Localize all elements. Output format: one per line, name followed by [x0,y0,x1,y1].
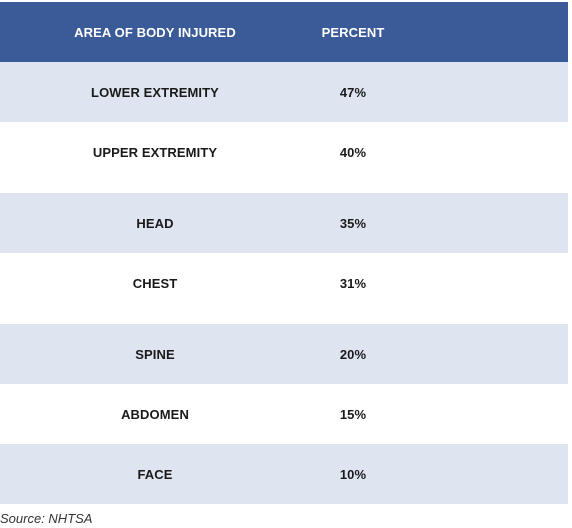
injury-table: AREA OF BODY INJURED PERCENT LOWER EXTRE… [0,2,568,504]
table-row: UPPER EXTREMITY 40% [0,122,568,193]
table-row: SPINE 20% [0,324,568,384]
table-row: FACE 10% [0,444,568,504]
source-note: Source: NHTSA [0,511,93,526]
table-header-row: AREA OF BODY INJURED PERCENT [0,2,568,62]
row-percent: 15% [339,406,367,422]
row-area: UPPER EXTREMITY [92,145,218,160]
table-row: LOWER EXTREMITY 47% [0,62,568,122]
row-area: ABDOMEN [121,406,189,422]
row-percent: 31% [339,276,367,291]
row-percent: 35% [339,215,367,231]
row-percent: 40% [339,145,367,160]
row-area: CHEST [132,276,178,291]
header-area: AREA OF BODY INJURED [74,24,236,40]
header-percent: PERCENT [321,24,385,40]
row-area: LOWER EXTREMITY [91,84,219,100]
row-area: SPINE [135,346,175,362]
row-area: HEAD [136,215,174,231]
table-row: ABDOMEN 15% [0,384,568,444]
row-percent: 47% [339,84,367,100]
table-row: HEAD 35% [0,193,568,253]
row-percent: 20% [339,346,367,362]
row-area: FACE [137,466,173,482]
table-row: CHEST 31% [0,253,568,324]
row-percent: 10% [339,466,367,482]
